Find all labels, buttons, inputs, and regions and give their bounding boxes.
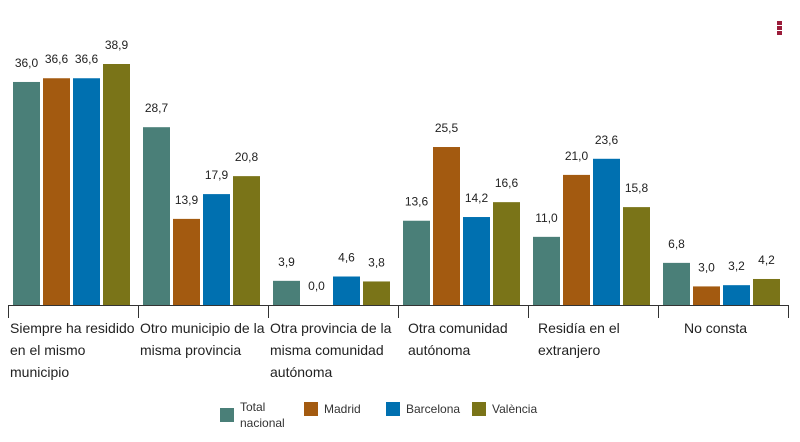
data-label: 28,7 bbox=[145, 101, 169, 115]
legend-label: Total nacional bbox=[240, 400, 285, 430]
bar[interactable] bbox=[233, 176, 260, 305]
legend-label: València bbox=[492, 402, 538, 416]
data-label: 21,0 bbox=[565, 149, 589, 163]
bar[interactable] bbox=[173, 218, 200, 305]
data-label: 20,8 bbox=[235, 150, 259, 164]
bar[interactable] bbox=[403, 220, 430, 305]
category-label: Siempre ha residido en el mismo municipi… bbox=[10, 320, 135, 380]
data-label: 3,0 bbox=[698, 260, 715, 274]
legend-item[interactable]: Madrid bbox=[304, 402, 361, 416]
data-label: 25,5 bbox=[435, 121, 459, 135]
legend-item[interactable]: Barcelona bbox=[386, 402, 460, 416]
bar[interactable] bbox=[13, 81, 40, 305]
category-label: Otra comunidad autónoma bbox=[408, 320, 508, 358]
data-label: 14,2 bbox=[465, 191, 489, 205]
category-label: No consta bbox=[683, 320, 748, 336]
data-label: 6,8 bbox=[668, 237, 685, 251]
data-label: 23,6 bbox=[595, 133, 619, 147]
bar[interactable] bbox=[433, 147, 460, 305]
data-label: 13,6 bbox=[405, 195, 429, 209]
legend-label: Madrid bbox=[324, 402, 361, 416]
legend-swatch bbox=[220, 408, 234, 422]
data-label: 4,6 bbox=[338, 251, 355, 265]
data-label: 16,6 bbox=[495, 176, 519, 190]
bar[interactable] bbox=[333, 276, 360, 305]
bar[interactable] bbox=[73, 78, 100, 305]
bar[interactable] bbox=[563, 174, 590, 305]
data-label: 13,9 bbox=[175, 193, 199, 207]
legend-swatch bbox=[386, 402, 400, 416]
bar[interactable] bbox=[463, 217, 490, 305]
kebab-menu-icon[interactable] bbox=[777, 21, 783, 37]
bar[interactable] bbox=[663, 262, 690, 305]
data-label: 3,2 bbox=[728, 259, 745, 273]
data-label: 4,2 bbox=[758, 253, 775, 267]
data-label: 3,8 bbox=[368, 255, 385, 269]
data-label: 3,9 bbox=[278, 255, 295, 269]
legend-item[interactable]: València bbox=[472, 402, 537, 416]
legend-item[interactable]: Total nacional bbox=[220, 399, 290, 431]
data-label: 0,0 bbox=[308, 279, 325, 293]
bar[interactable] bbox=[143, 127, 170, 305]
bar[interactable] bbox=[203, 194, 230, 305]
data-label: 36,6 bbox=[45, 52, 69, 66]
legend-swatch bbox=[472, 402, 486, 416]
bar[interactable] bbox=[623, 207, 650, 305]
legend-swatch bbox=[304, 402, 318, 416]
bar[interactable] bbox=[103, 64, 130, 305]
category-label: Otra provincia de la misma comunidad aut… bbox=[270, 320, 392, 380]
data-label: 36,0 bbox=[15, 56, 39, 70]
bar[interactable] bbox=[273, 280, 300, 305]
bar[interactable] bbox=[533, 236, 560, 305]
bar[interactable] bbox=[693, 286, 720, 305]
bar[interactable] bbox=[493, 202, 520, 305]
bar[interactable] bbox=[723, 285, 750, 305]
bar[interactable] bbox=[363, 281, 390, 305]
category-label: Otro municipio de la misma provincia bbox=[140, 320, 265, 358]
bar[interactable] bbox=[43, 78, 70, 305]
data-label: 36,6 bbox=[75, 52, 99, 66]
data-label: 15,8 bbox=[625, 181, 649, 195]
data-label: 11,0 bbox=[535, 211, 558, 225]
data-label: 38,9 bbox=[105, 38, 129, 52]
legend-label: Barcelona bbox=[406, 402, 461, 416]
bar[interactable] bbox=[753, 278, 780, 305]
bar[interactable] bbox=[593, 158, 620, 305]
data-label: 17,9 bbox=[205, 168, 229, 182]
category-label: Residía en el extranjero bbox=[538, 320, 620, 358]
